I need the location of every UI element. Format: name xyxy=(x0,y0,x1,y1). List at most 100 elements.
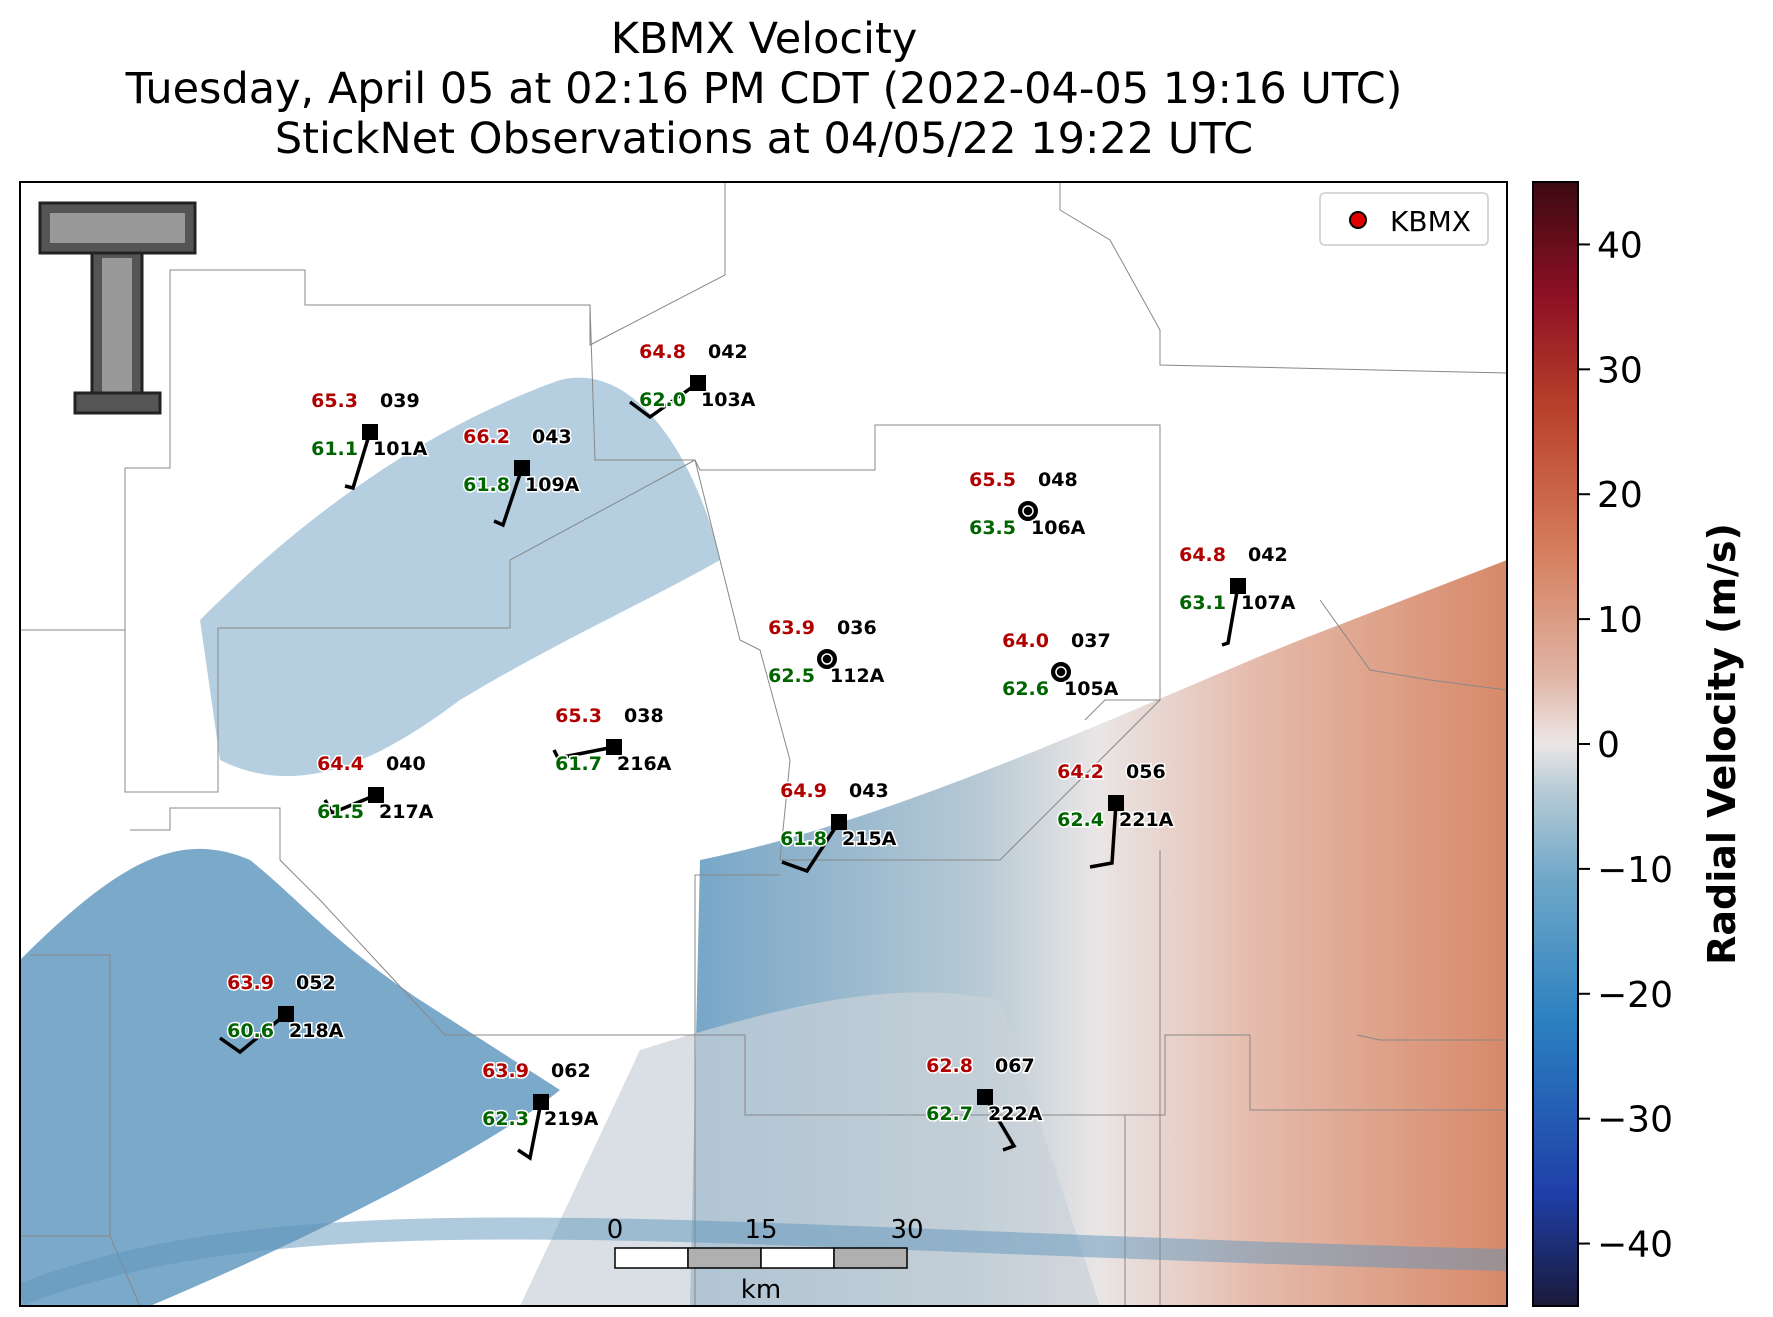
station-dewpoint: 62.4 xyxy=(1057,809,1104,831)
colorbar-tick-label: 10 xyxy=(1597,600,1643,641)
station-temperature: 65.5 xyxy=(969,469,1016,491)
wind-barb xyxy=(628,381,700,420)
wind-barb xyxy=(493,467,524,528)
colorbar-tick-label: −40 xyxy=(1597,1225,1673,1266)
station-dewpoint: 62.7 xyxy=(926,1103,973,1125)
station-calm-ring xyxy=(1022,505,1034,517)
station-temperature: 64.2 xyxy=(1057,761,1104,783)
station-dewpoint: 60.6 xyxy=(227,1020,274,1042)
county-boundaries xyxy=(20,182,1507,1306)
station-dewpoint: 61.7 xyxy=(555,753,602,775)
station-marker xyxy=(1108,795,1124,811)
station-wind-direction: 056 xyxy=(1126,761,1166,783)
station-106A: 65.5 048 63.5 106A xyxy=(968,468,1088,541)
wind-barb xyxy=(552,745,615,760)
wind-barb xyxy=(323,793,377,816)
station-id: 221A xyxy=(1119,809,1174,831)
station-wind-direction: 062 xyxy=(551,1060,591,1082)
station-marker xyxy=(977,1089,993,1105)
station-id: 105A xyxy=(1064,678,1119,700)
station-temperature: 66.2 xyxy=(463,426,510,448)
station-221A: 64.2 056 62.4 221A xyxy=(1056,760,1175,869)
station-wind-direction: 067 xyxy=(995,1055,1035,1077)
station-dewpoint: 62.3 xyxy=(482,1108,529,1130)
station-marker xyxy=(831,814,847,830)
station-id: 219A xyxy=(544,1108,599,1130)
station-wind-direction: 048 xyxy=(1038,469,1078,491)
station-dewpoint: 62.6 xyxy=(1002,678,1049,700)
station-temperature: 64.0 xyxy=(1002,630,1049,652)
station-wind-direction: 040 xyxy=(386,753,426,775)
wind-barb xyxy=(344,431,372,491)
station-107A: 64.8 042 63.1 107A xyxy=(1178,543,1297,647)
station-wind-direction: 043 xyxy=(532,426,572,448)
station-216A: 65.3 038 61.7 216A xyxy=(552,704,673,777)
station-id: 112A xyxy=(830,665,885,687)
colorbar-tick-label: −30 xyxy=(1597,1100,1673,1141)
scale-tick-30: 30 xyxy=(890,1215,923,1245)
station-calm-ring xyxy=(821,653,833,665)
scale-bar: 0 15 30 km xyxy=(607,1215,924,1305)
wind-barb xyxy=(781,821,841,874)
station-wind-direction: 037 xyxy=(1071,630,1111,652)
station-marker xyxy=(514,460,530,476)
station-wind-direction: 042 xyxy=(1248,544,1288,566)
station-219A: 63.9 062 62.3 219A xyxy=(481,1059,600,1161)
station-temperature: 64.8 xyxy=(639,341,686,363)
station-temperature: 64.9 xyxy=(780,780,827,802)
station-marker xyxy=(690,375,706,391)
wind-barb xyxy=(218,1012,288,1055)
colorbar-tick-label: 0 xyxy=(1597,725,1620,766)
station-id: 217A xyxy=(379,801,434,823)
scale-unit: km xyxy=(741,1275,781,1305)
station-temperature: 64.8 xyxy=(1179,544,1226,566)
title-line-3: StickNet Observations at 04/05/22 19:22 … xyxy=(274,114,1254,164)
scale-tick-15: 15 xyxy=(744,1215,777,1245)
colorbar-tick-label: −10 xyxy=(1597,850,1673,891)
station-calm-ring xyxy=(1055,666,1067,678)
station-wind-direction: 043 xyxy=(849,780,889,802)
station-103A: 64.8 042 62.0 103A xyxy=(628,340,757,420)
texas-tech-logo xyxy=(38,201,197,415)
station-218A: 63.9 052 60.6 218A xyxy=(218,971,345,1055)
wind-barb xyxy=(517,1101,543,1161)
title-line-1: KBMX Velocity xyxy=(610,14,918,64)
station-id: 216A xyxy=(617,753,672,775)
station-temperature: 63.9 xyxy=(482,1060,529,1082)
station-id: 101A xyxy=(373,438,428,460)
title-line-2: Tuesday, April 05 at 02:16 PM CDT (2022-… xyxy=(125,64,1403,114)
colorbar-gradient xyxy=(1532,181,1579,1307)
station-id: 103A xyxy=(701,389,756,411)
station-dewpoint: 63.1 xyxy=(1179,592,1226,614)
station-temperature: 63.9 xyxy=(227,972,274,994)
station-temperature: 65.3 xyxy=(311,390,358,412)
station-marker xyxy=(362,424,378,440)
station-id: 109A xyxy=(525,474,580,496)
station-id: 215A xyxy=(842,828,897,850)
station-temperature: 64.4 xyxy=(317,753,364,775)
station-dewpoint: 62.0 xyxy=(639,389,686,411)
colorbar-tick-label: 20 xyxy=(1597,475,1643,516)
station-marker xyxy=(278,1006,294,1022)
station-temperature: 63.9 xyxy=(768,617,815,639)
legend-marker xyxy=(1349,211,1367,229)
station-109A: 66.2 043 61.8 109A xyxy=(462,425,581,528)
station-id: 222A xyxy=(988,1103,1043,1125)
station-calm-marker xyxy=(815,647,839,671)
station-105A: 64.0 037 62.6 105A xyxy=(1001,629,1121,702)
station-id: 218A xyxy=(289,1020,344,1042)
colorbar: 40 30 20 10 0 −10 −20 −30 −40 Radial Velocity (m… xyxy=(1532,181,1744,1307)
station-wind-direction: 042 xyxy=(708,341,748,363)
colorbar-tick-label: 30 xyxy=(1597,350,1643,391)
wind-barb xyxy=(1089,802,1118,869)
station-calm-marker xyxy=(1016,499,1040,523)
station-plots: 65.3 039 61.1 101A 66.2 043 61.8 109A 64.8 042 62.… xyxy=(218,340,1297,1161)
station-id: 106A xyxy=(1031,517,1086,539)
station-marker xyxy=(606,739,622,755)
station-calm-marker xyxy=(1049,660,1073,684)
wind-barb xyxy=(983,1096,1017,1152)
station-215A: 64.9 043 61.8 215A xyxy=(779,779,898,874)
station-dewpoint: 61.1 xyxy=(311,438,358,460)
velocity-field-southwest xyxy=(20,848,560,1306)
